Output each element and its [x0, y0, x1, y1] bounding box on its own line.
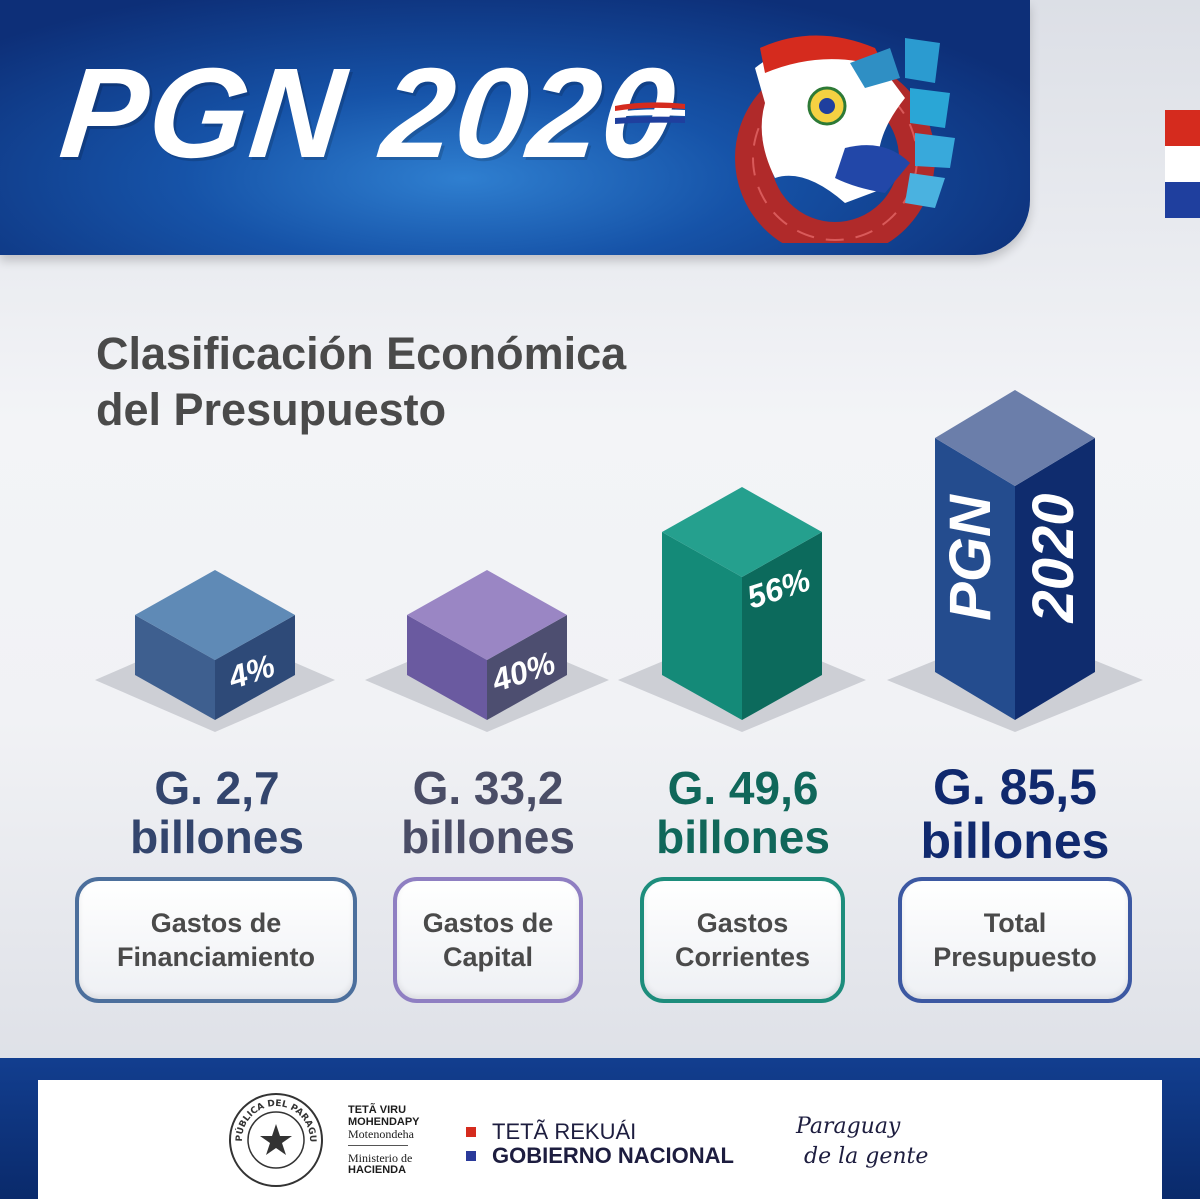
bar-amount-1: G. 2,7 — [154, 762, 280, 814]
bar-unit-1: billones — [130, 811, 304, 863]
category-label-2-line1: Gastos de — [422, 908, 554, 938]
header-banner: PGN 2020 — [0, 0, 1030, 255]
category-label-4: Total Presupuesto — [898, 877, 1132, 1003]
category-label-3: Gastos Corrientes — [640, 877, 845, 1003]
pgn-emblem-icon — [735, 35, 955, 243]
bar-unit-2: billones — [401, 811, 575, 863]
bar-value-3: G. 49,6 billones — [613, 764, 873, 862]
footer-card — [38, 1080, 1162, 1199]
gov-line1: TETÃ REKUÁI — [492, 1119, 637, 1144]
blue-square-icon — [466, 1151, 476, 1161]
bar-unit-4: billones — [920, 813, 1110, 869]
bar-value-1: G. 2,7 billones — [87, 764, 347, 862]
government-logo: TETÃ REKUÁI GOBIERNO NACIONAL — [466, 1120, 734, 1168]
bar-right-face — [1015, 438, 1095, 720]
category-label-2: Gastos de Capital — [393, 877, 583, 1003]
flag-icon — [1165, 110, 1200, 218]
category-label-2-line2: Capital — [442, 942, 533, 972]
category-label-1-line2: Financiamiento — [116, 942, 316, 972]
national-seal-icon: REPÚBLICA DEL PARAGUAY — [228, 1092, 323, 1187]
category-label-4-line2: Presupuesto — [933, 942, 1097, 972]
flag-streak-icon — [615, 102, 685, 124]
ministry-line5: HACIENDA — [348, 1164, 407, 1176]
bar-left-face — [662, 532, 742, 720]
ministry-line2: MOHENDAPY — [348, 1116, 420, 1128]
bar-right-face — [215, 615, 295, 720]
bar-amount-4: G. 85,5 — [933, 759, 1097, 815]
bar-amount-3: G. 49,6 — [667, 762, 819, 814]
bar-left-face — [407, 615, 487, 720]
bar-left-face — [935, 438, 1015, 720]
bar-right-face — [742, 532, 822, 720]
bar-left-face — [135, 615, 215, 720]
chart-title-line2: del Presupuesto — [96, 384, 447, 435]
bar-right-face — [487, 615, 567, 720]
bar-top-face — [135, 570, 295, 660]
slogan-line1: Paraguay — [796, 1114, 901, 1139]
slogan-line2: de la gente — [804, 1144, 929, 1169]
bar-value-2: G. 33,2 billones — [358, 764, 618, 862]
ministry-line1: TETÃ VIRU — [348, 1104, 407, 1116]
category-label-4-line1: Total — [983, 908, 1047, 938]
bar-unit-3: billones — [656, 811, 830, 863]
ministry-line3: Motenondeha — [348, 1127, 414, 1141]
slogan: Paraguay de la gente — [796, 1112, 928, 1172]
chart-title: Clasificación Económica del Presupuesto — [96, 326, 626, 438]
bar-year-label: 2020 — [1021, 493, 1086, 623]
ministry-line4: Ministerio de — [348, 1151, 413, 1165]
bar-amount-2: G. 33,2 — [412, 762, 564, 814]
bar-3: 56% — [618, 487, 866, 732]
bar-pgn-label: PGN — [938, 494, 1003, 621]
chart-title-line1: Clasificación Económica — [96, 328, 627, 379]
category-label-1-line1: Gastos de — [150, 908, 282, 938]
bar-top-face — [935, 390, 1095, 486]
bar-value-4: G. 85,5 billones — [885, 760, 1145, 868]
category-label-3-line2: Corrientes — [674, 942, 811, 972]
gov-line2: GOBIERNO NACIONAL — [492, 1143, 734, 1168]
bar-2: 40% — [365, 570, 609, 732]
bar-top-face — [407, 570, 567, 660]
bar-1: 4% — [95, 570, 335, 732]
ministry-logo: TETÃ VIRU MOHENDAPY Motenondeha Minister… — [348, 1104, 458, 1176]
category-label-1: Gastos de Financiamiento — [75, 877, 357, 1003]
bar-4: PGN 2020 — [887, 390, 1143, 732]
red-square-icon — [466, 1127, 476, 1137]
bar-top-face — [662, 487, 822, 577]
category-label-3-line1: Gastos — [696, 908, 789, 938]
